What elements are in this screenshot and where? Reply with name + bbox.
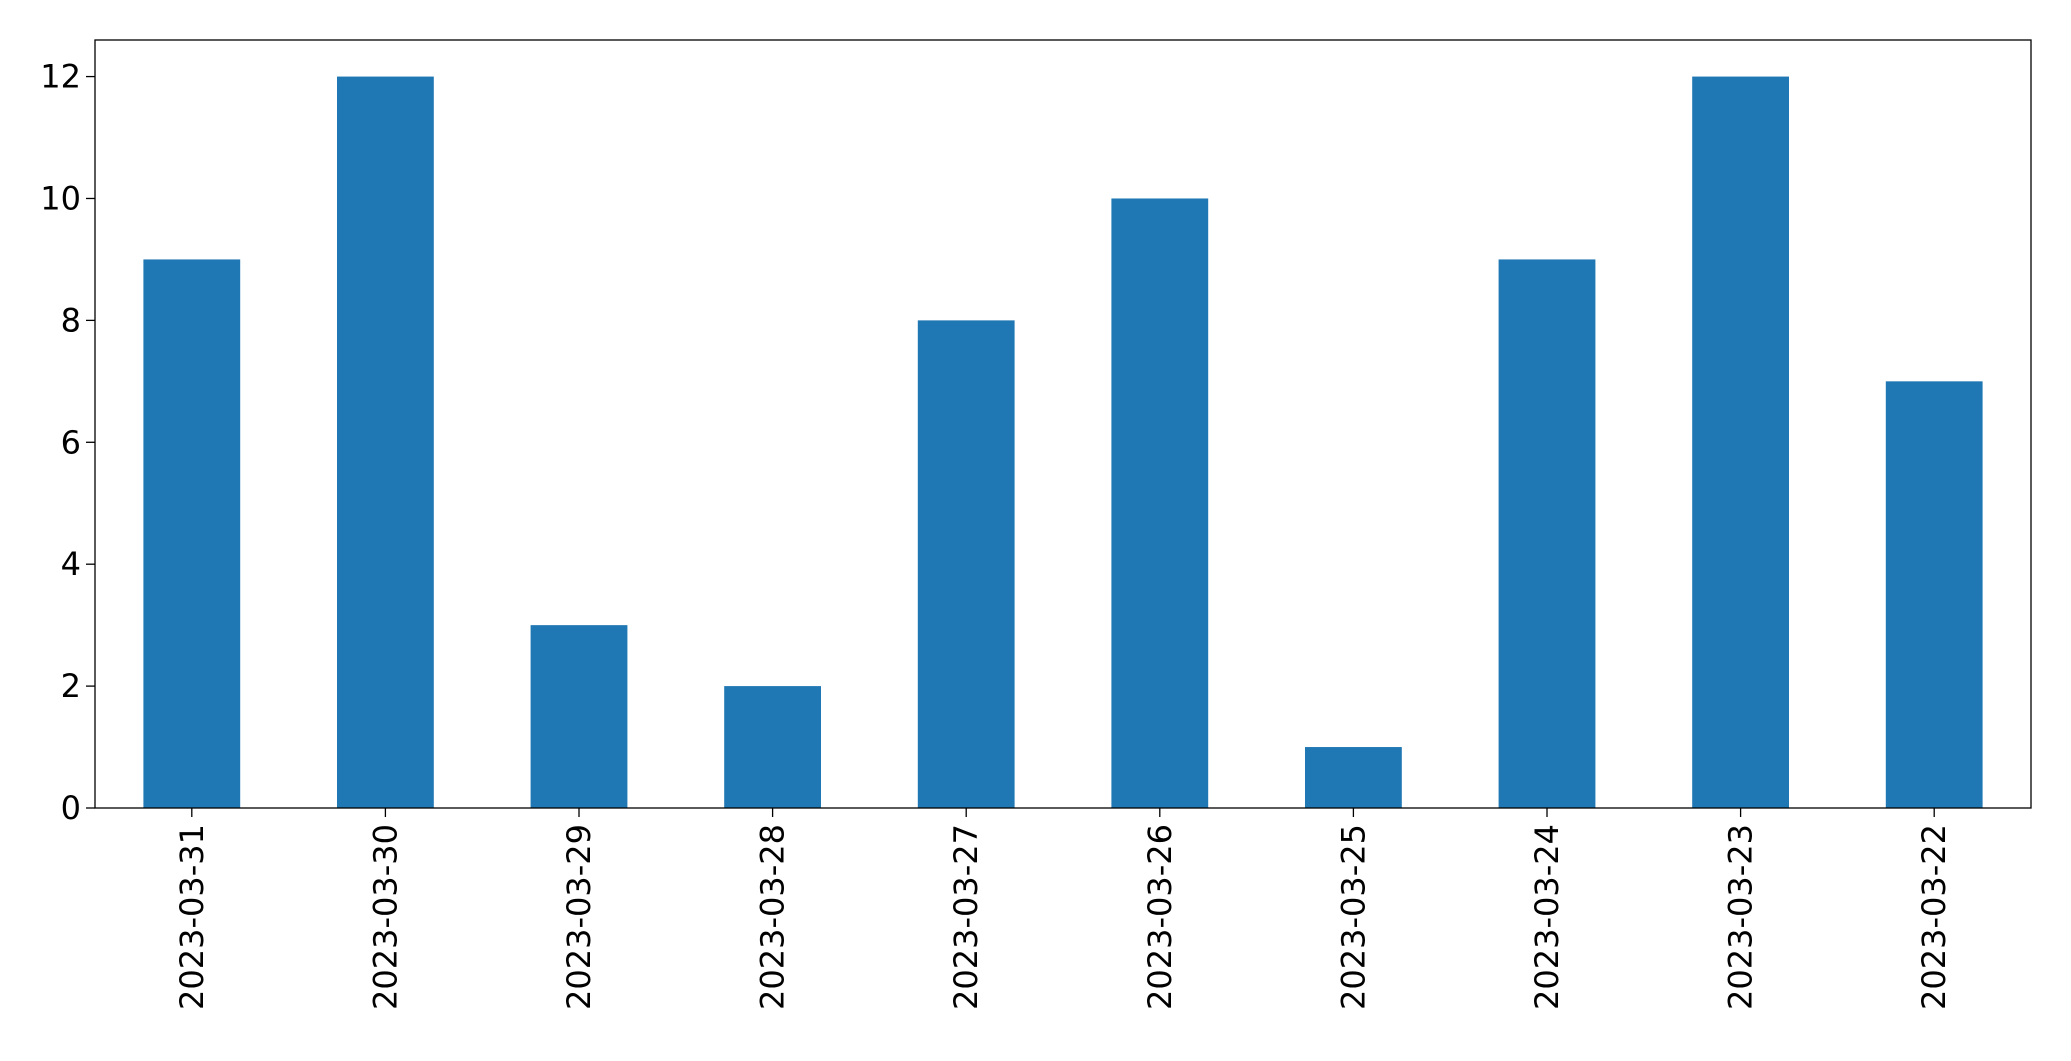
- y-tick-label: 12: [40, 58, 81, 96]
- x-tick-label: 2023-03-28: [754, 824, 792, 1010]
- x-tick-label: 2023-03-24: [1528, 824, 1566, 1010]
- y-tick-label: 6: [61, 423, 81, 461]
- plot-frame: [94, 39, 2032, 809]
- bar: [1885, 381, 1983, 808]
- x-tick-label: 2023-03-27: [947, 824, 985, 1010]
- y-tick-label: 4: [61, 545, 81, 583]
- x-tick-label: 2023-03-25: [1334, 824, 1372, 1010]
- y-tick-label: 0: [61, 789, 81, 827]
- x-tick-label: 2023-03-26: [1141, 824, 1179, 1010]
- x-tick-label: 2023-03-22: [1915, 824, 1953, 1010]
- bar: [1692, 76, 1789, 809]
- y-tick-label: 10: [40, 179, 81, 217]
- x-tick-label: 2023-03-30: [366, 824, 404, 1010]
- bar: [917, 320, 1015, 808]
- bar: [1111, 198, 1209, 808]
- bar: [1305, 747, 1402, 808]
- x-tick-label: 2023-03-31: [173, 824, 211, 1010]
- y-tick-label: 2: [61, 667, 81, 705]
- bar: [724, 686, 821, 808]
- y-tick-label: 8: [61, 301, 81, 339]
- x-tick-label: 2023-03-29: [560, 824, 598, 1010]
- bar: [337, 76, 434, 809]
- bar: [530, 625, 628, 808]
- bar: [1498, 259, 1596, 808]
- bar: [143, 259, 241, 808]
- x-tick-label: 2023-03-23: [1722, 824, 1760, 1010]
